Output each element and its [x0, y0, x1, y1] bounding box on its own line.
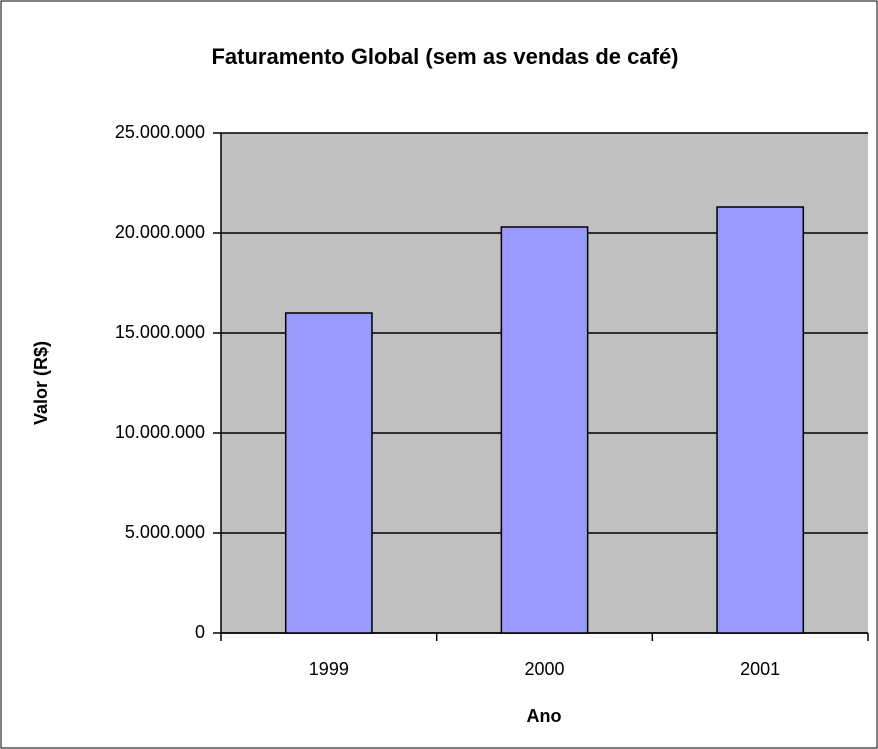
y-tick-label: 20.000.000 — [115, 222, 205, 242]
y-tick-label: 0 — [195, 622, 205, 642]
y-tick-label: 25.000.000 — [115, 122, 205, 142]
x-tick-label: 2000 — [524, 659, 564, 679]
chart-title: Faturamento Global (sem as vendas de caf… — [211, 44, 678, 69]
y-tick-label: 10.000.000 — [115, 422, 205, 442]
bar — [716, 206, 805, 634]
x-tick-label: 2001 — [740, 659, 780, 679]
bar — [284, 312, 373, 634]
y-tick-label: 15.000.000 — [115, 322, 205, 342]
y-axis-label: Valor (R$) — [31, 341, 51, 425]
bar — [500, 226, 589, 634]
x-axis-label: Ano — [527, 706, 562, 726]
y-tick-label: 5.000.000 — [125, 522, 205, 542]
x-tick-label: 1999 — [309, 659, 349, 679]
